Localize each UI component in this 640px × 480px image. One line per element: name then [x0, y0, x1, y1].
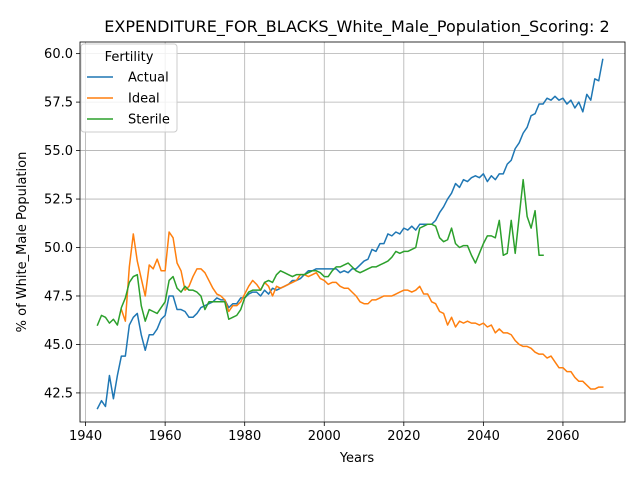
legend-entries: Actual Ideal Sterile — [87, 71, 170, 128]
y-tick-label: 45.0 — [44, 338, 73, 353]
legend-frame — [80, 43, 178, 133]
legend-title: Fertility — [105, 50, 154, 65]
plot-frame — [79, 41, 626, 423]
x-tick-label: 1960 — [149, 429, 182, 444]
chart-title: EXPENDITURE_FOR_BLACKS_White_Male_Popula… — [104, 17, 609, 37]
x-tick-label: 2040 — [467, 429, 500, 444]
x-tick-label: 1940 — [69, 429, 102, 444]
y-tick-label: 50.0 — [44, 241, 73, 256]
x-tick-label: 2000 — [308, 429, 341, 444]
y-axis: 42.5 45.0 47.5 50.0 52.5 55.0 57.5 60.0 — [44, 47, 80, 401]
y-tick-label: 55.0 — [44, 144, 73, 159]
series-layer — [96, 58, 604, 410]
y-tick-label: 52.5 — [44, 193, 73, 208]
legend-label-ideal: Ideal — [128, 92, 160, 107]
y-tick-label: 57.5 — [44, 96, 73, 111]
y-tick-label: 60.0 — [44, 47, 73, 62]
y-tick-label: 42.5 — [44, 386, 73, 401]
y-axis-label: % of White_Male Population — [15, 152, 30, 333]
x-tick-label: 2060 — [546, 429, 579, 444]
series-line-ideal — [120, 231, 604, 390]
series-line-sterile — [96, 178, 544, 327]
x-axis: 1940 1960 1980 2000 2020 2040 2060 — [69, 422, 579, 444]
series-line-actual — [96, 58, 604, 410]
legend-label-sterile: Sterile — [128, 113, 170, 128]
x-tick-label: 2020 — [387, 429, 420, 444]
y-tick-label: 47.5 — [44, 289, 73, 304]
x-axis-label: Years — [339, 451, 375, 466]
x-tick-label: 1980 — [228, 429, 261, 444]
grid — [80, 42, 625, 422]
legend: Fertility Actual Ideal Sterile — [80, 43, 178, 133]
legend-label-actual: Actual — [128, 71, 169, 86]
